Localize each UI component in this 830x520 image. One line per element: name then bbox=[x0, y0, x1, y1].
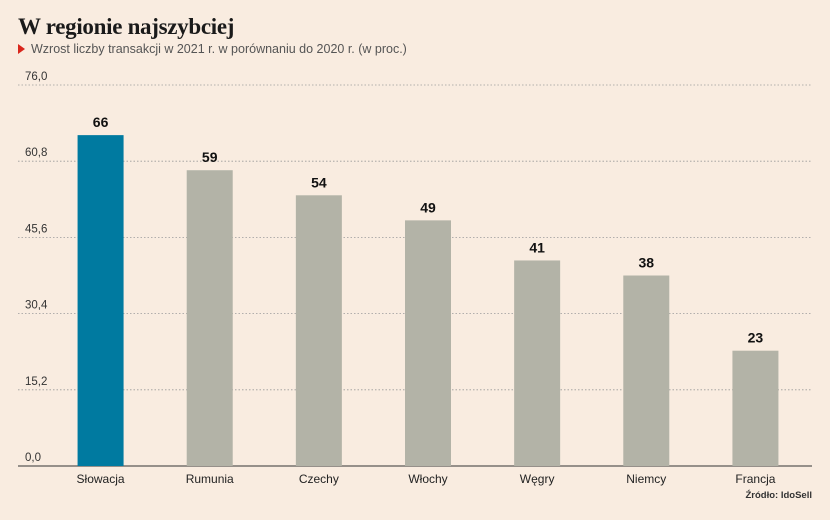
y-tick-label: 15,2 bbox=[25, 376, 47, 388]
source-note: Źródło: IdoSell bbox=[745, 490, 813, 501]
y-tick-label: 30,4 bbox=[25, 300, 48, 312]
bar bbox=[623, 275, 670, 466]
chart-title: W regionie najszybciej bbox=[18, 14, 235, 39]
x-category-label: Węgry bbox=[520, 472, 555, 486]
chart-subtitle: Wzrost liczby transakcji w 2021 r. w por… bbox=[18, 42, 407, 56]
x-category-label: Włochy bbox=[408, 472, 447, 486]
x-category-label: Rumunia bbox=[186, 472, 234, 486]
y-tick-label: 45,6 bbox=[25, 223, 47, 235]
bar-value-label: 38 bbox=[638, 255, 654, 271]
bar bbox=[405, 220, 451, 466]
gridlines: 0,0 15,2 30,4 45,6 60,8 76,0 bbox=[18, 71, 812, 467]
y-tick-label: 76,0 bbox=[25, 71, 47, 83]
bar-value-label: 41 bbox=[529, 239, 545, 255]
bar bbox=[514, 260, 561, 466]
chart-subtitle-text: Wzrost liczby transakcji w 2021 r. w por… bbox=[31, 42, 407, 56]
x-category-label: Niemcy bbox=[626, 472, 666, 486]
bar-value-label: 54 bbox=[311, 174, 327, 190]
bar bbox=[186, 170, 233, 466]
bar-value-label: 66 bbox=[93, 114, 109, 130]
x-category-label: Czechy bbox=[299, 472, 339, 486]
x-category-label: Francja bbox=[735, 472, 775, 486]
y-tick-label: 60,8 bbox=[25, 147, 47, 159]
bar-value-label: 23 bbox=[748, 330, 764, 346]
bar bbox=[732, 350, 779, 466]
bar-value-label: 49 bbox=[420, 199, 436, 215]
bars: 66 Słowacja 59 Rumunia 54 Czechy 49 Włochy 41 Węg… bbox=[77, 114, 779, 486]
bar-value-label: 59 bbox=[202, 149, 218, 165]
triangle-marker-icon bbox=[18, 44, 25, 54]
y-tick-label: 0,0 bbox=[25, 452, 41, 464]
bar bbox=[295, 195, 342, 466]
x-category-label: Słowacja bbox=[77, 472, 125, 486]
bar bbox=[77, 135, 124, 466]
